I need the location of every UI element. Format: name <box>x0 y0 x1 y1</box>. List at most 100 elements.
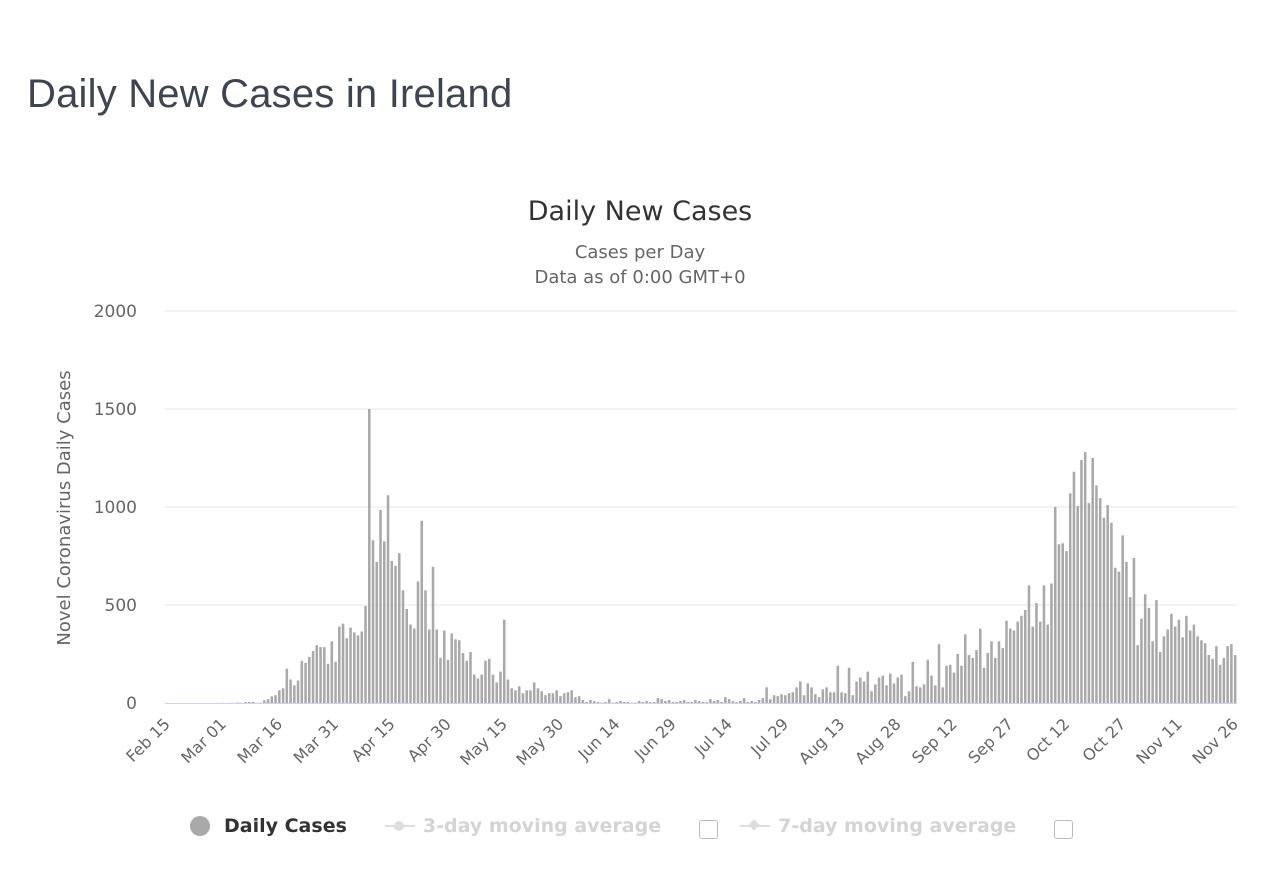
bar <box>960 665 963 703</box>
bar <box>577 696 581 703</box>
bar <box>555 690 558 703</box>
bar <box>248 702 251 703</box>
bar <box>386 495 390 703</box>
bar <box>360 631 364 703</box>
bar <box>975 650 978 703</box>
bar <box>1083 452 1087 703</box>
line-circle-marker-icon <box>384 819 415 833</box>
x-tick-label: Oct 12 <box>1022 714 1073 765</box>
grid-lines <box>165 310 1237 606</box>
bar <box>780 694 783 703</box>
bar <box>334 661 337 703</box>
bar <box>1110 522 1113 703</box>
bar <box>922 684 926 703</box>
bar <box>619 701 622 703</box>
bar <box>810 687 813 703</box>
bar <box>356 635 360 703</box>
bar <box>761 698 765 703</box>
bar <box>416 581 420 703</box>
bar <box>1200 640 1203 703</box>
bar <box>319 647 322 703</box>
bar <box>1188 630 1192 703</box>
bar <box>450 633 454 703</box>
bar <box>251 701 255 703</box>
bar <box>495 682 498 703</box>
bar <box>435 629 439 703</box>
checkbox-7-day-average[interactable] <box>1054 820 1074 839</box>
bar <box>375 561 379 703</box>
bar <box>746 702 750 703</box>
bar <box>990 641 993 703</box>
bar <box>847 667 851 703</box>
x-tick-label: Apr 15 <box>348 714 399 765</box>
bar <box>694 700 697 703</box>
bar <box>615 702 618 703</box>
bar <box>963 634 967 703</box>
bar <box>266 699 270 703</box>
bar <box>1192 624 1196 703</box>
bar <box>915 686 918 703</box>
bar <box>278 690 281 703</box>
bar <box>1181 637 1184 703</box>
bar <box>1031 626 1034 703</box>
bar <box>600 702 603 704</box>
bar <box>1023 609 1027 703</box>
bar <box>300 660 304 703</box>
bar <box>754 702 757 703</box>
bar <box>308 656 311 703</box>
legend-item-7-day-average[interactable]: 7-day moving average <box>740 815 1016 837</box>
bar <box>1080 459 1083 703</box>
bar <box>1005 620 1008 703</box>
bar <box>806 683 810 703</box>
bar <box>547 693 551 703</box>
bar <box>263 700 266 703</box>
bar <box>521 693 525 703</box>
page-title: Daily New Cases in Ireland <box>27 72 513 116</box>
bar <box>971 657 975 703</box>
x-tick-label: Aug 28 <box>851 714 905 768</box>
bar <box>353 632 356 703</box>
legend-label-daily-cases: Daily Cases <box>224 814 347 837</box>
bar <box>907 691 911 703</box>
bar <box>701 702 705 703</box>
bar <box>795 687 798 703</box>
bar <box>281 688 285 703</box>
bar <box>866 671 870 703</box>
bar <box>911 661 915 703</box>
x-tick-label: Jul 14 <box>690 714 736 760</box>
bar <box>712 701 716 703</box>
bar <box>937 644 941 703</box>
bar <box>1177 619 1181 703</box>
bar <box>1196 636 1199 703</box>
chart-subtitle-line-1: Cases per Day <box>575 242 706 263</box>
bar <box>956 654 960 703</box>
x-tick-label: Jun 29 <box>630 714 680 764</box>
bar <box>660 699 663 703</box>
bar <box>1140 618 1143 703</box>
bar <box>727 699 731 703</box>
bar <box>1222 657 1226 703</box>
legend-label-7-day-average: 7-day moving average <box>778 814 1017 837</box>
bar <box>1061 543 1064 703</box>
bar <box>997 641 1001 703</box>
bar <box>439 657 442 703</box>
bar <box>941 687 945 703</box>
checkbox-3-day-average[interactable] <box>699 820 719 839</box>
bar <box>532 682 536 703</box>
bar <box>244 702 247 703</box>
bar <box>769 699 772 703</box>
bar <box>517 686 521 703</box>
bar <box>487 658 491 703</box>
bar <box>791 692 795 703</box>
legend-item-3-day-average[interactable]: 3-day moving average <box>384 815 661 837</box>
bar <box>1155 600 1158 703</box>
x-tick-label: Mar 16 <box>233 714 286 767</box>
bar <box>536 688 540 703</box>
bar <box>889 673 892 703</box>
legend-item-daily-cases[interactable]: Daily Cases <box>190 815 347 837</box>
bar <box>1113 567 1117 703</box>
bar <box>1125 561 1128 703</box>
bar <box>1136 645 1139 703</box>
bar <box>787 693 791 703</box>
bar <box>390 560 394 703</box>
